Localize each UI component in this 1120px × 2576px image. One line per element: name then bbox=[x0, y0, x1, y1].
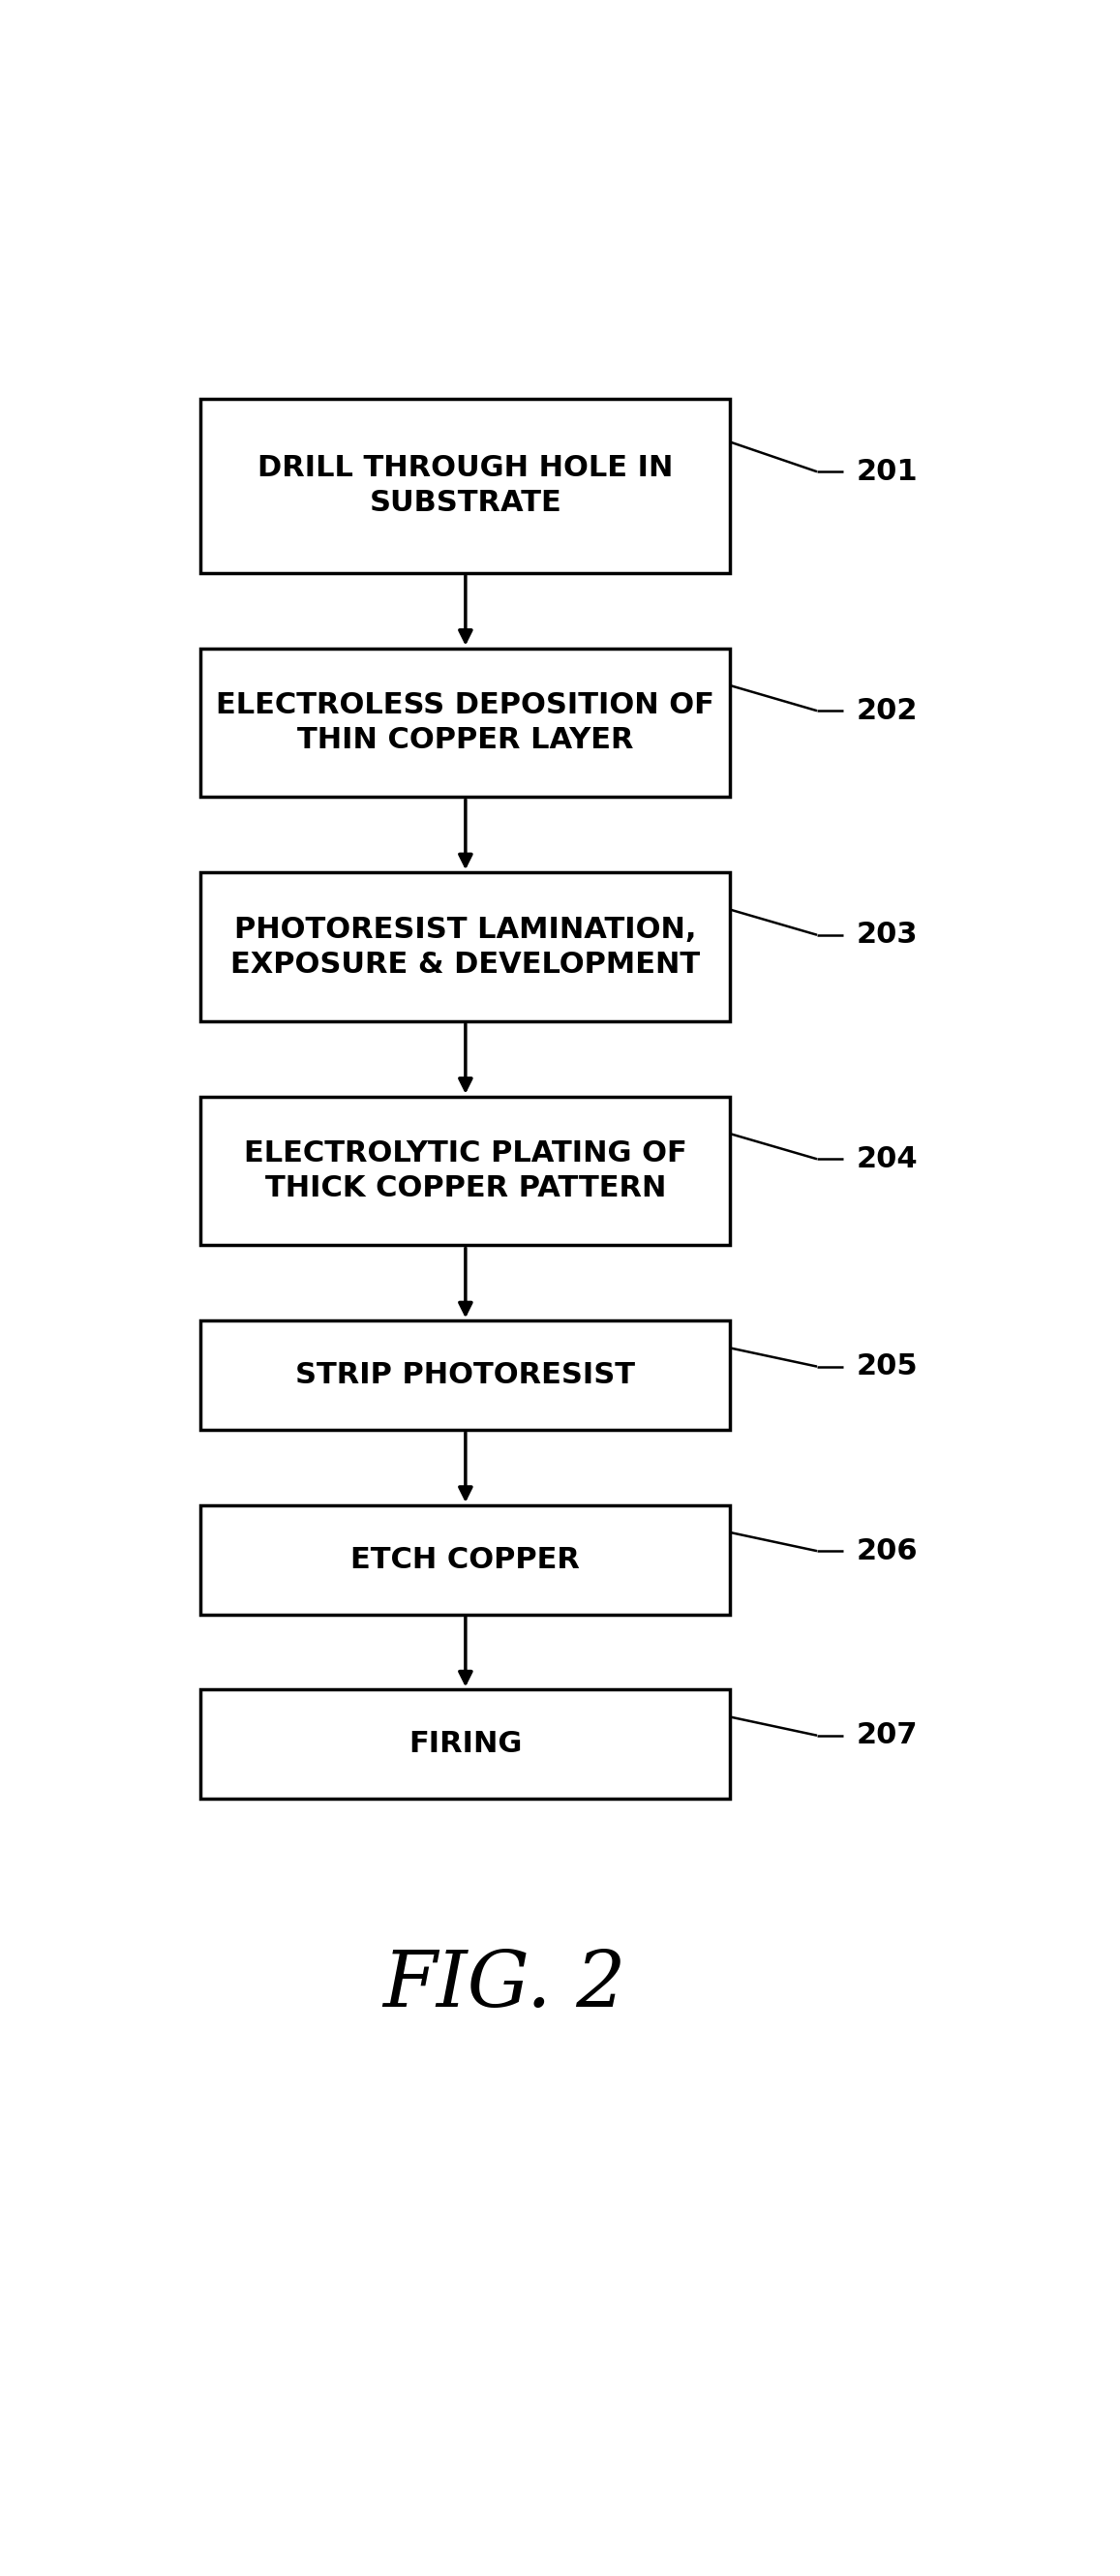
Bar bbox=[200, 399, 730, 572]
Bar bbox=[200, 873, 730, 1020]
Text: 201: 201 bbox=[856, 459, 917, 487]
Text: 202: 202 bbox=[856, 696, 917, 724]
Text: FIG. 2: FIG. 2 bbox=[383, 1947, 626, 2022]
Bar bbox=[200, 1690, 730, 1798]
Text: 204: 204 bbox=[856, 1144, 917, 1172]
Text: ELECTROLYTIC PLATING OF
THICK COPPER PATTERN: ELECTROLYTIC PLATING OF THICK COPPER PAT… bbox=[244, 1139, 687, 1203]
Text: PHOTORESIST LAMINATION,
EXPOSURE & DEVELOPMENT: PHOTORESIST LAMINATION, EXPOSURE & DEVEL… bbox=[231, 914, 700, 979]
Text: DRILL THROUGH HOLE IN
SUBSTRATE: DRILL THROUGH HOLE IN SUBSTRATE bbox=[258, 453, 673, 518]
Bar bbox=[200, 1504, 730, 1615]
Text: STRIP PHOTORESIST: STRIP PHOTORESIST bbox=[296, 1360, 635, 1388]
Text: 206: 206 bbox=[856, 1538, 917, 1566]
Bar bbox=[200, 649, 730, 796]
Bar bbox=[200, 1097, 730, 1244]
Text: ELECTROLESS DEPOSITION OF
THIN COPPER LAYER: ELECTROLESS DEPOSITION OF THIN COPPER LA… bbox=[216, 690, 715, 755]
Text: 203: 203 bbox=[856, 920, 917, 948]
Text: ETCH COPPER: ETCH COPPER bbox=[351, 1546, 580, 1574]
Text: 205: 205 bbox=[856, 1352, 917, 1381]
Text: FIRING: FIRING bbox=[409, 1731, 522, 1759]
Text: 207: 207 bbox=[856, 1721, 917, 1749]
Bar bbox=[200, 1321, 730, 1430]
